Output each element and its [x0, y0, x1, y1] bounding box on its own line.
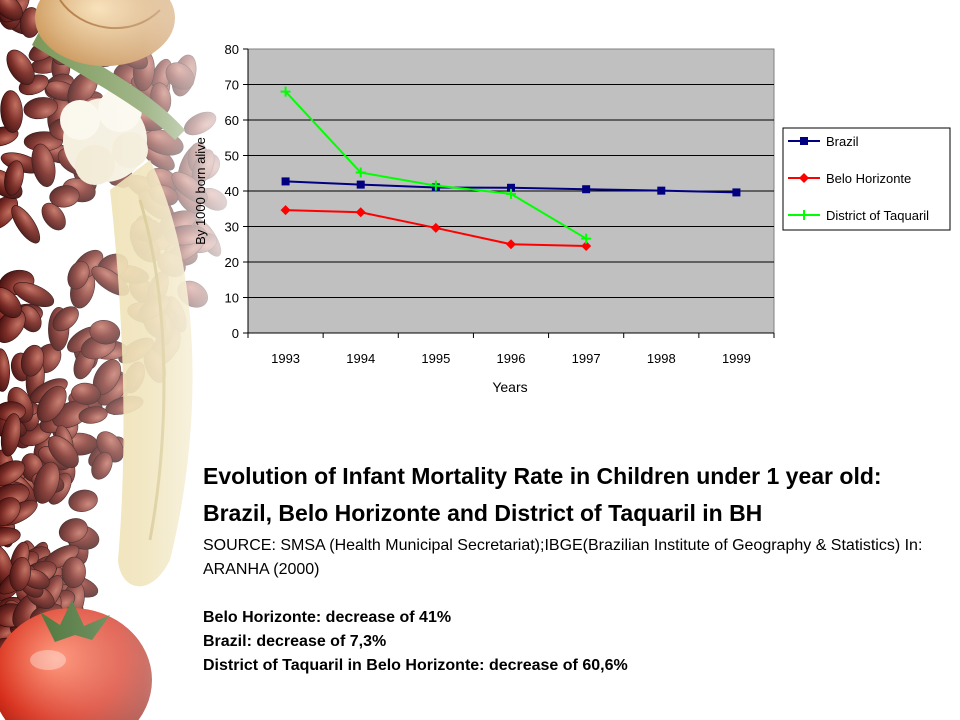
x-tick-label: 1999 — [722, 351, 751, 366]
stats-list: Belo Horizonte: decrease of 41% Brazil: … — [203, 606, 948, 678]
data-point — [582, 185, 591, 194]
stat-brazil: Brazil: decrease of 7,3% — [203, 633, 387, 650]
data-point — [581, 233, 592, 244]
legend-swatch-marker — [799, 173, 809, 183]
caption-block: Evolution of Infant Mortality Rate in Ch… — [203, 458, 948, 678]
data-point — [581, 241, 592, 252]
legend-label: District of Taquaril — [826, 208, 929, 223]
y-tick-label: 40 — [225, 184, 239, 199]
y-tick-label: 10 — [225, 291, 239, 306]
data-point — [732, 188, 741, 197]
x-tick-label: 1994 — [346, 351, 375, 366]
y-tick-label: 30 — [225, 220, 239, 235]
y-tick-label: 50 — [225, 149, 239, 164]
data-point — [356, 180, 365, 189]
x-tick-label: 1997 — [572, 351, 601, 366]
legend: Brazil Belo Horizonte District of Taquaril — [782, 127, 951, 231]
y-tick-label: 70 — [225, 78, 239, 93]
y-axis-label: By 1000 born alive — [193, 137, 208, 245]
y-tick-label: 0 — [232, 326, 239, 341]
x-tick-label: 1996 — [497, 351, 526, 366]
y-tick-label: 60 — [225, 113, 239, 128]
y-tick-label: 20 — [225, 255, 239, 270]
caption-title: Evolution of Infant Mortality Rate in Ch… — [203, 463, 882, 526]
legend-swatch-marker — [800, 137, 808, 145]
x-tick-label: 1995 — [421, 351, 450, 366]
data-point — [506, 188, 516, 199]
data-point — [657, 186, 666, 195]
x-axis-ticks: 1993 1994 1995 1996 1997 1998 1999 — [247, 332, 775, 366]
series-3 — [280, 86, 592, 244]
series-2 — [280, 205, 592, 252]
y-tick-label: 80 — [225, 42, 239, 57]
x-tick-label: 1998 — [647, 351, 676, 366]
data-point — [506, 239, 516, 250]
stat-belo-horizonte: Belo Horizonte: decrease of 41% — [203, 609, 452, 626]
legend-label: Belo Horizonte — [826, 171, 911, 186]
legend-label: Brazil — [826, 134, 859, 149]
series-1 — [281, 177, 741, 197]
data-point — [507, 183, 515, 192]
x-tick-label: 1993 — [271, 351, 300, 366]
caption-source: SOURCE: SMSA (Health Municipal Secretari… — [203, 537, 923, 578]
data-point — [281, 177, 290, 186]
legend-swatch-marker — [799, 210, 809, 220]
gridlines — [248, 84, 774, 298]
data-point — [430, 180, 441, 191]
y-axis-ticks: 0 10 20 30 40 50 60 70 80 — [225, 42, 249, 341]
x-axis-label: Years — [492, 379, 527, 395]
series-lines — [280, 86, 741, 252]
data-point — [355, 207, 366, 218]
data-point — [280, 86, 291, 97]
data-point — [280, 205, 291, 216]
data-point — [355, 167, 366, 178]
stat-taquaril: District of Taquaril in Belo Horizonte: … — [203, 657, 628, 674]
data-point — [430, 222, 441, 233]
